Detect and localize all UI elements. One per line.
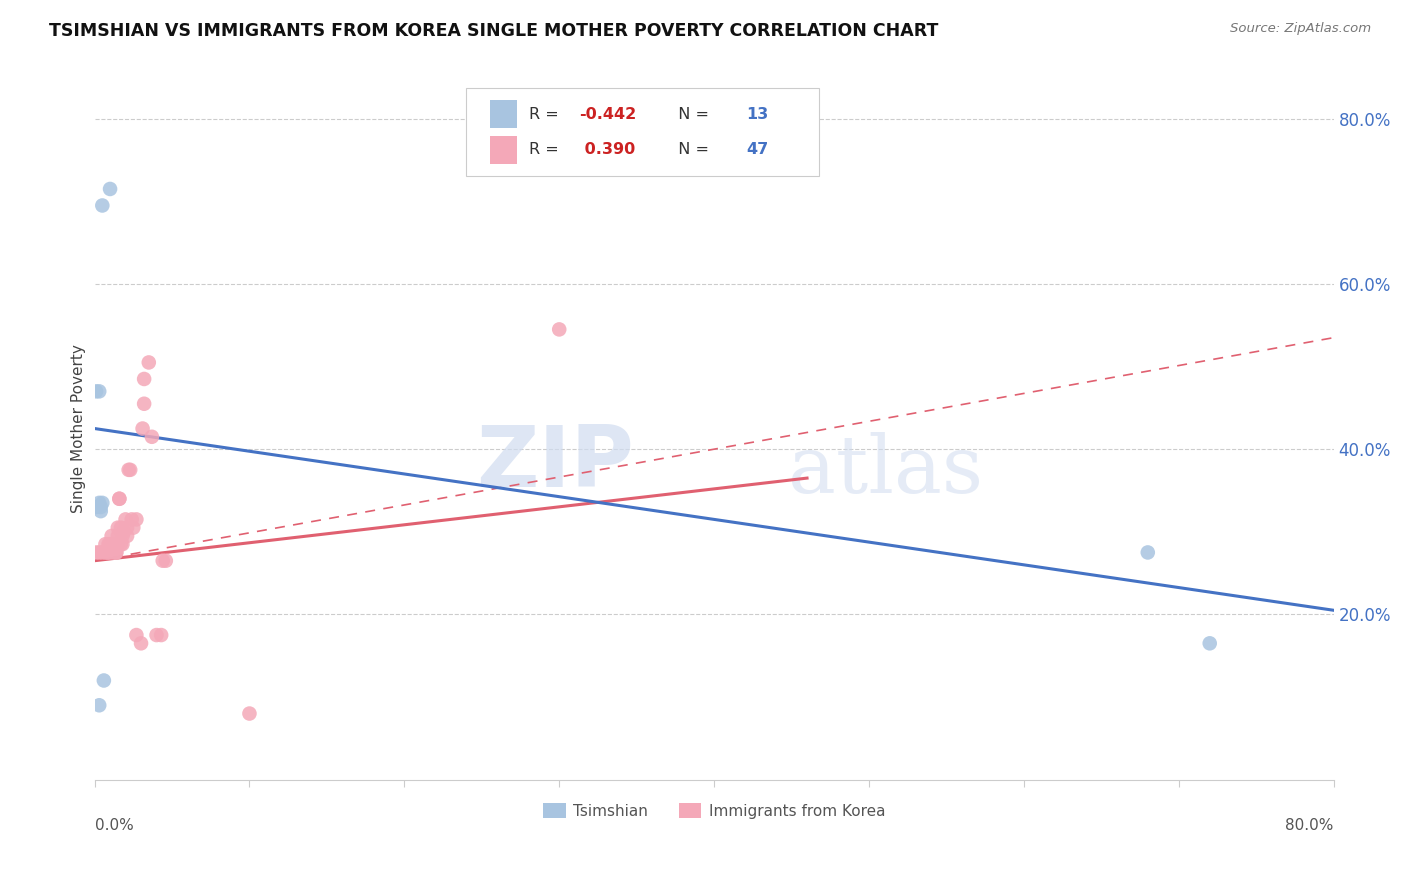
- FancyBboxPatch shape: [489, 100, 517, 128]
- Text: Source: ZipAtlas.com: Source: ZipAtlas.com: [1230, 22, 1371, 36]
- Point: [138, 355, 160, 369]
- Point: [114, 512, 136, 526]
- Text: atlas: atlas: [789, 432, 984, 509]
- Text: 47: 47: [747, 142, 769, 157]
- Point: [107, 521, 129, 535]
- Point: [91, 496, 114, 510]
- FancyBboxPatch shape: [467, 88, 820, 176]
- Y-axis label: Single Mother Poverty: Single Mother Poverty: [72, 344, 86, 513]
- Point: [115, 521, 138, 535]
- Point: [94, 537, 117, 551]
- Point: [105, 545, 128, 559]
- Point: [548, 322, 571, 336]
- Text: TSIMSHIAN VS IMMIGRANTS FROM KOREA SINGLE MOTHER POVERTY CORRELATION CHART: TSIMSHIAN VS IMMIGRANTS FROM KOREA SINGL…: [49, 22, 939, 40]
- Point: [129, 636, 152, 650]
- Point: [131, 421, 153, 435]
- Point: [107, 537, 129, 551]
- Text: -0.442: -0.442: [579, 106, 637, 121]
- Point: [110, 521, 132, 535]
- Point: [141, 430, 163, 444]
- Point: [91, 198, 114, 212]
- Point: [111, 537, 134, 551]
- Point: [122, 521, 145, 535]
- Point: [97, 537, 120, 551]
- Point: [1136, 545, 1159, 559]
- Point: [98, 537, 121, 551]
- Point: [104, 545, 127, 559]
- Point: [84, 384, 107, 399]
- Point: [134, 372, 156, 386]
- Legend: Tsimshian, Immigrants from Korea: Tsimshian, Immigrants from Korea: [537, 797, 891, 824]
- Point: [101, 545, 124, 559]
- Point: [152, 554, 174, 568]
- Point: [110, 537, 132, 551]
- Point: [134, 397, 156, 411]
- Point: [107, 529, 129, 543]
- Text: R =: R =: [530, 142, 564, 157]
- Point: [98, 182, 121, 196]
- FancyBboxPatch shape: [489, 136, 517, 163]
- Point: [97, 545, 120, 559]
- Point: [89, 545, 111, 559]
- Point: [94, 545, 117, 559]
- Point: [238, 706, 260, 721]
- Point: [104, 537, 127, 551]
- Point: [125, 512, 148, 526]
- Point: [115, 529, 138, 543]
- Point: [112, 524, 135, 539]
- Point: [93, 673, 115, 688]
- Point: [84, 545, 107, 559]
- Text: R =: R =: [530, 106, 564, 121]
- Point: [117, 463, 139, 477]
- Text: 13: 13: [747, 106, 769, 121]
- Point: [98, 545, 121, 559]
- Text: N =: N =: [668, 142, 714, 157]
- Point: [89, 384, 111, 399]
- Point: [150, 628, 173, 642]
- Point: [125, 628, 148, 642]
- Point: [89, 698, 111, 713]
- Point: [90, 504, 112, 518]
- Point: [111, 529, 134, 543]
- Text: ZIP: ZIP: [475, 422, 634, 505]
- Point: [145, 628, 167, 642]
- Point: [90, 500, 112, 514]
- Text: 0.390: 0.390: [579, 142, 636, 157]
- Point: [155, 554, 177, 568]
- Point: [120, 463, 142, 477]
- Point: [91, 545, 114, 559]
- Point: [100, 529, 122, 543]
- Point: [105, 545, 128, 559]
- Point: [96, 545, 118, 559]
- Point: [89, 496, 111, 510]
- Point: [108, 491, 131, 506]
- Text: N =: N =: [668, 106, 714, 121]
- Point: [84, 500, 107, 514]
- Point: [108, 491, 131, 506]
- Point: [1198, 636, 1220, 650]
- Text: 0.0%: 0.0%: [94, 818, 134, 833]
- Point: [121, 512, 143, 526]
- Text: 80.0%: 80.0%: [1285, 818, 1334, 833]
